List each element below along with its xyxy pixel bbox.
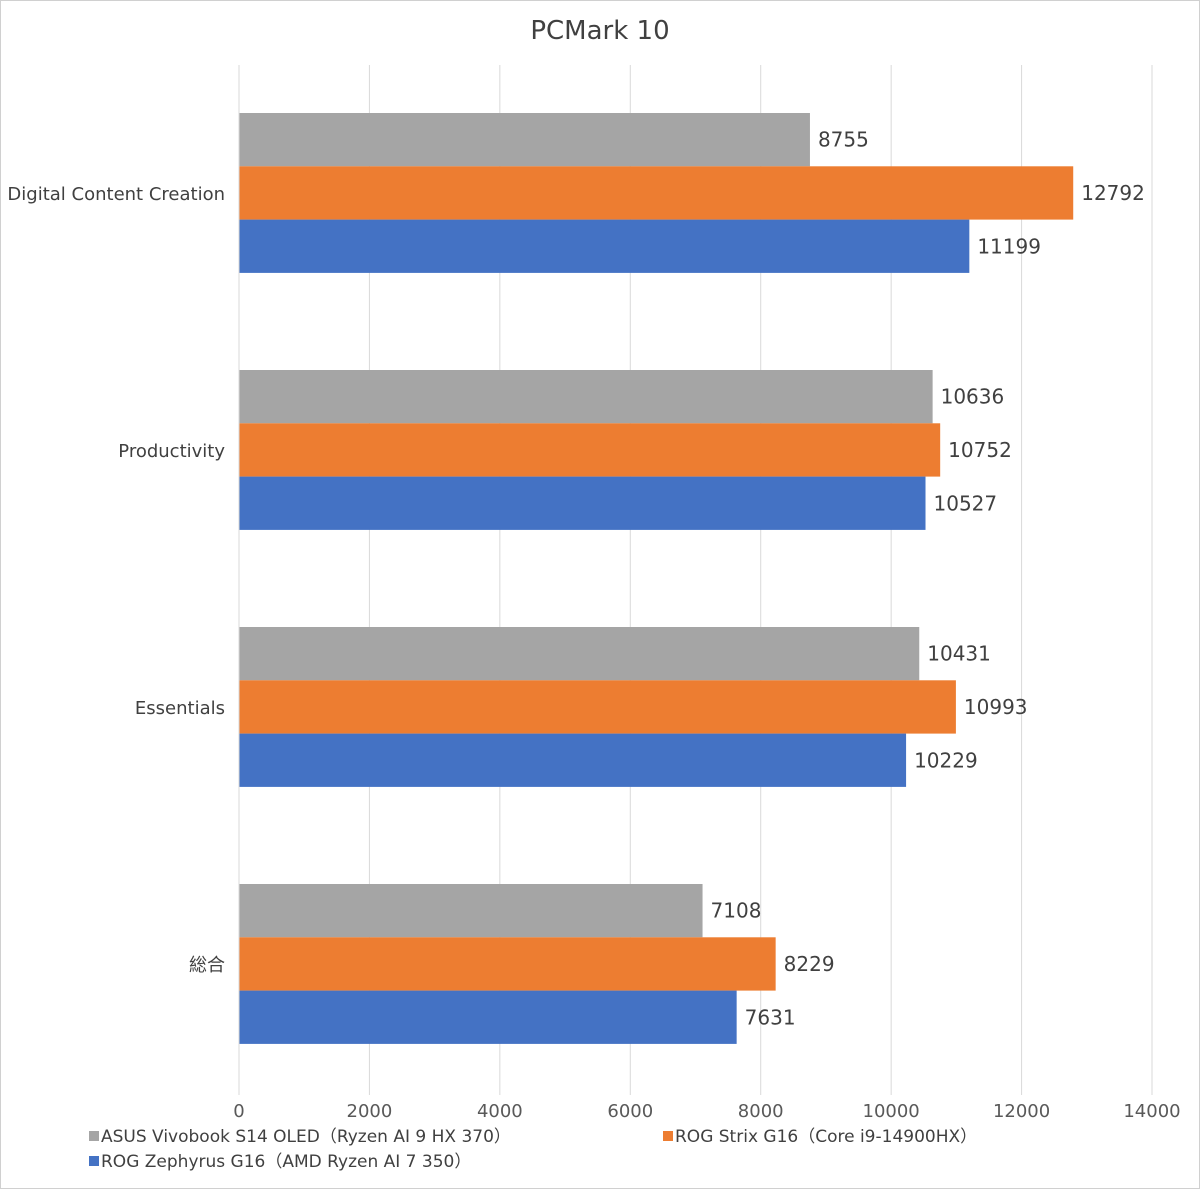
legend-swatch bbox=[89, 1131, 99, 1141]
data-label: 10993 bbox=[964, 695, 1028, 719]
data-label: 10527 bbox=[934, 491, 998, 515]
x-tick-label: 6000 bbox=[607, 1101, 653, 1122]
bars bbox=[239, 113, 1074, 1044]
data-label: 7108 bbox=[711, 899, 762, 923]
axes: 0 2000 4000 6000 8000 10000 12000 14000 Digital … bbox=[7, 65, 1181, 1122]
bar bbox=[239, 219, 970, 273]
x-tick-label: 14000 bbox=[1123, 1101, 1180, 1122]
bar bbox=[239, 476, 926, 530]
data-label: 7631 bbox=[745, 1005, 796, 1029]
data-label: 10431 bbox=[927, 642, 991, 666]
bar bbox=[239, 627, 920, 681]
category-label: Essentials bbox=[135, 698, 225, 719]
x-tick-label: 12000 bbox=[993, 1101, 1050, 1122]
legend-label: ROG Zephyrus G16（AMD Ryzen AI 7 350） bbox=[101, 1152, 471, 1172]
x-tick-label: 10000 bbox=[863, 1101, 920, 1122]
x-tick-label: 8000 bbox=[738, 1101, 784, 1122]
bar bbox=[239, 423, 941, 477]
data-label: 11199 bbox=[977, 234, 1041, 258]
category-label: 総合 bbox=[189, 955, 225, 976]
chart-title: PCMark 10 bbox=[530, 16, 669, 46]
bar bbox=[239, 680, 956, 734]
bar bbox=[239, 166, 1074, 220]
category-label: Productivity bbox=[118, 441, 225, 462]
data-label: 8755 bbox=[818, 128, 869, 152]
legend: ASUS Vivobook S14 OLED（Ryzen AI 9 HX 370… bbox=[89, 1127, 977, 1172]
data-label: 8229 bbox=[784, 952, 835, 976]
data-label: 10229 bbox=[914, 748, 978, 772]
x-tick-label: 4000 bbox=[477, 1101, 523, 1122]
category-label: Digital Content Creation bbox=[7, 184, 225, 205]
bar bbox=[239, 113, 810, 167]
data-label: 10752 bbox=[948, 438, 1012, 462]
data-label: 12792 bbox=[1081, 181, 1145, 205]
data-label: 10636 bbox=[941, 385, 1005, 409]
bar bbox=[239, 884, 703, 938]
bar bbox=[239, 733, 907, 787]
legend-swatch bbox=[89, 1156, 99, 1166]
x-tick-label: 2000 bbox=[347, 1101, 393, 1122]
bar bbox=[239, 937, 776, 991]
bar bbox=[239, 370, 933, 424]
legend-label: ASUS Vivobook S14 OLED（Ryzen AI 9 HX 370… bbox=[101, 1127, 511, 1147]
bar bbox=[239, 990, 737, 1044]
legend-swatch bbox=[663, 1131, 673, 1141]
legend-label: ROG Strix G16（Core i9-14900HX） bbox=[675, 1127, 977, 1147]
data-labels: 8755 12792 11199 10636 10752 10527 10431 10993 1… bbox=[711, 128, 1145, 1030]
x-tick-label: 0 bbox=[233, 1101, 244, 1122]
